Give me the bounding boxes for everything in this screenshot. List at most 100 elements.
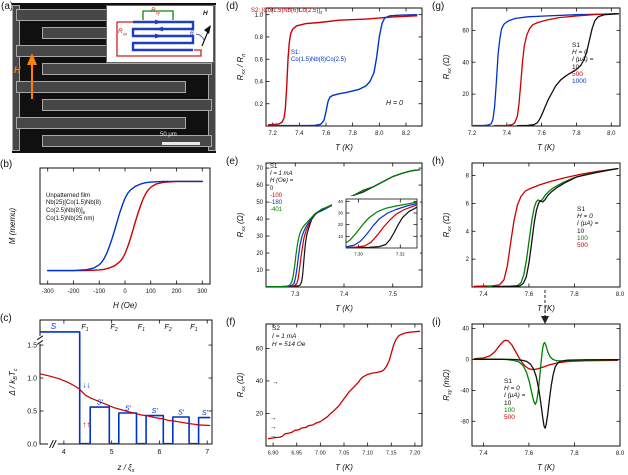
svg-text:T (K): T (K): [537, 304, 555, 313]
svg-text:S′: S′: [202, 410, 209, 417]
svg-text:7.2: 7.2: [468, 131, 477, 137]
legend-line: S1: [270, 164, 278, 170]
svg-text:7.15: 7.15: [386, 451, 397, 457]
magnetization-chart: -300 -200 -100 0 100 200 300 H (Oe) M (memu): [8, 167, 211, 310]
panel-label-h: (h): [432, 156, 445, 167]
sem-finger: [42, 135, 212, 147]
svg-text:F2: F2: [164, 322, 172, 333]
legend-line: 10: [572, 63, 580, 71]
legend-line: H = 0: [504, 385, 520, 393]
svg-text:7.4: 7.4: [340, 292, 349, 298]
legend-line: S1: [504, 378, 512, 385]
svg-text:0: 0: [466, 358, 470, 364]
svg-text:-100: -100: [93, 289, 106, 295]
e-legend: S1 I = 1 mA H (Oe) = 0 -100 -180 -401: [270, 164, 293, 214]
sem-finger: [16, 117, 186, 129]
rxx-label: Rxx: [118, 28, 128, 37]
legend-line: S1: [572, 42, 580, 49]
panel-label-g: (g): [432, 1, 445, 12]
svg-text:10: 10: [256, 268, 263, 274]
svg-text:1.5: 1.5: [27, 343, 37, 350]
film-composition-note: Unpatterned film Nb(25)[Co(1.5)Nb(8) Co(2.…: [46, 193, 101, 224]
sem-finger: [42, 99, 212, 111]
legend-line: H = 0: [572, 49, 588, 57]
svg-text:↑↑: ↑↑: [82, 420, 90, 429]
legend-line: 1000: [572, 78, 587, 86]
svg-text:→: →: [270, 424, 277, 431]
svg-text:7.6: 7.6: [322, 131, 331, 137]
legend-line: Unpatterned film: [46, 193, 91, 199]
svg-text:20: 20: [256, 251, 263, 257]
transition-marker-arrow: [541, 290, 549, 324]
svg-text:60: 60: [256, 183, 263, 189]
svg-text:F1: F1: [81, 322, 89, 333]
legend-line: Co(1.5)Nb(25 nm): [46, 216, 95, 223]
rxy-chart: 7.4 7.6 7.8 8.0 40 0 -40 -80 T (K) Rxy (mΩ): [442, 323, 625, 472]
sem-finger: [16, 81, 186, 93]
svg-text:300: 300: [197, 289, 208, 295]
svg-text:4: 4: [62, 449, 66, 456]
field-condition-label: H = 0: [386, 100, 403, 108]
svg-text:40: 40: [338, 199, 344, 204]
svg-text:7.32: 7.32: [396, 252, 405, 257]
panel-label-i: (i): [432, 317, 441, 328]
svg-text:7.6: 7.6: [537, 131, 546, 137]
svg-text:7.6: 7.6: [525, 451, 534, 457]
svg-text:-80: -80: [460, 419, 469, 425]
svg-text:20: 20: [256, 411, 264, 418]
legend-line: I = 1 mA: [272, 333, 297, 340]
svg-text:200: 200: [172, 289, 183, 295]
svg-text:8.0: 8.0: [616, 292, 625, 298]
svg-text:0.8: 0.8: [255, 35, 264, 41]
svg-text:z / ξs: z / ξs: [117, 463, 135, 474]
svg-text:0.2: 0.2: [255, 102, 264, 108]
svg-text:7.2: 7.2: [268, 131, 277, 137]
panel-label-c: (c): [0, 313, 12, 324]
svg-text:40: 40: [256, 217, 263, 223]
svg-text:Rxx (Ω): Rxx (Ω): [442, 212, 453, 237]
svg-text:60: 60: [462, 28, 469, 34]
svg-text:F1: F1: [138, 322, 146, 333]
svg-text:0.5: 0.5: [27, 408, 37, 415]
svg-text:7.4: 7.4: [503, 131, 512, 137]
legend-line: -100: [270, 192, 283, 199]
svg-text:7.8: 7.8: [572, 131, 581, 137]
legend-line: 0: [270, 185, 274, 192]
sem-image: H 50 μm Rxy Rxx θ H: [12, 3, 216, 153]
svg-text:0.6: 0.6: [255, 57, 264, 63]
legend-line: S2: [272, 325, 280, 332]
svg-text:Rxx (Ω): Rxx (Ω): [442, 54, 453, 79]
legend-line: 100: [577, 234, 588, 242]
resistance-field-inset-chart: 7.30 7.32 10 20 30 40: [332, 196, 420, 258]
svg-text:100: 100: [146, 289, 157, 295]
panel-label-b: (b): [0, 159, 13, 170]
svg-text:8.0: 8.0: [607, 131, 616, 137]
svg-text:↓↓: ↓↓: [82, 380, 90, 389]
svg-text:→: →: [270, 433, 277, 440]
schematic-drawing: [116, 10, 211, 57]
field-direction-label: H: [14, 65, 21, 75]
svg-text:7.8: 7.8: [570, 451, 579, 457]
svg-text:-200: -200: [67, 289, 80, 295]
theta-label: θ: [190, 30, 194, 37]
svg-text:7: 7: [205, 449, 209, 456]
svg-text:S′: S′: [152, 408, 159, 415]
svg-text:50: 50: [256, 200, 263, 206]
panel-label-e: (e): [226, 156, 239, 167]
svg-text:Rxy (mΩ): Rxy (mΩ): [442, 369, 453, 401]
svg-text:7.8: 7.8: [570, 292, 579, 298]
svg-text:6.90: 6.90: [268, 451, 279, 457]
svg-text:Rxx (Ω): Rxx (Ω): [236, 212, 247, 237]
legend-line: I (μA) =: [572, 56, 594, 64]
svg-text:T (K): T (K): [335, 304, 353, 313]
current-direction-arrow: [155, 19, 163, 25]
svg-text:40: 40: [462, 327, 469, 333]
svg-text:7.20: 7.20: [410, 451, 421, 457]
legend-line: 100: [504, 406, 515, 414]
svg-text:M (memu): M (memu): [8, 207, 17, 244]
svg-text:7.3: 7.3: [291, 292, 300, 298]
legend-line: S2: [Co(1.5)Nb(6)Co(2.5)]3: [251, 8, 323, 16]
legend-line: H (Oe) =: [270, 178, 294, 185]
